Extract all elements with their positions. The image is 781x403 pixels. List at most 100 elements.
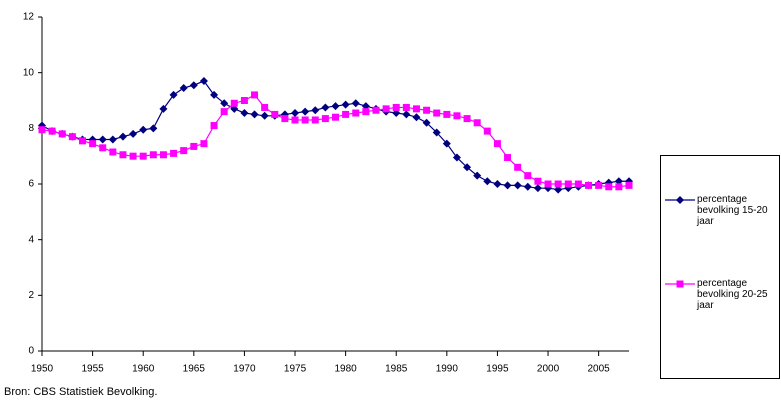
point [129, 152, 137, 160]
point [68, 133, 76, 141]
point [311, 106, 320, 115]
point [250, 110, 259, 119]
legend-item: percentage bevolking 20-25 jaar [661, 278, 779, 328]
point [109, 148, 117, 156]
source: Bron: CBS Statistiek Bevolking. [4, 386, 158, 398]
point [331, 102, 340, 111]
point [179, 83, 188, 92]
point [98, 135, 107, 144]
legend-label: percentage bevolking 15-20 jaar [697, 194, 768, 227]
point [189, 81, 198, 90]
point [321, 115, 329, 123]
point [392, 109, 401, 118]
point [149, 151, 157, 159]
point [574, 180, 582, 188]
point [159, 104, 168, 113]
point [372, 106, 380, 114]
x-tick-label: 1985 [385, 364, 408, 375]
point [473, 119, 481, 127]
point [614, 177, 623, 186]
point [412, 113, 421, 122]
point [554, 185, 563, 194]
point [118, 132, 127, 141]
point [342, 110, 350, 118]
point [58, 130, 66, 138]
point [271, 110, 279, 118]
y-tick-label: 4 [28, 234, 34, 245]
point [422, 118, 431, 127]
point [463, 115, 471, 123]
point [514, 163, 522, 171]
point [412, 105, 420, 113]
point [180, 147, 188, 155]
point [291, 109, 300, 118]
point [493, 140, 501, 148]
point [473, 171, 482, 180]
point [281, 115, 289, 123]
y-tick-label: 6 [28, 179, 34, 190]
point [119, 151, 127, 159]
point [190, 142, 198, 150]
point [453, 112, 461, 120]
point [240, 97, 248, 104]
point [251, 91, 259, 99]
legend: percentage bevolking 15-20 jaar percentag… [660, 155, 780, 379]
point [230, 104, 239, 113]
point [595, 181, 603, 189]
point [169, 90, 178, 99]
point [199, 77, 208, 86]
point [392, 103, 400, 111]
y-tick-label: 12 [23, 12, 35, 23]
point [200, 140, 208, 148]
point [159, 151, 167, 159]
x-tick-label: 2000 [537, 364, 560, 375]
x-tick-label: 2005 [588, 364, 611, 375]
point [129, 129, 138, 138]
x-tick-label: 1990 [436, 364, 459, 375]
point [483, 127, 491, 135]
point [78, 137, 86, 145]
point [605, 183, 613, 191]
x-tick-label: 1970 [233, 364, 256, 375]
point [220, 108, 228, 116]
x-tick-label: 1980 [334, 364, 357, 375]
point [261, 103, 269, 111]
point [544, 180, 552, 188]
x-tick-label: 1960 [132, 364, 155, 375]
point [108, 135, 117, 144]
point [311, 116, 319, 124]
point [48, 127, 56, 135]
point [291, 116, 299, 124]
point [534, 177, 542, 185]
point [149, 124, 158, 133]
point [463, 163, 472, 172]
y-tick-label: 0 [28, 346, 34, 357]
x-tick-label: 1965 [183, 364, 206, 375]
point [382, 105, 390, 113]
point [210, 122, 218, 130]
point [423, 106, 431, 114]
point [503, 181, 512, 190]
point [433, 109, 441, 117]
point [625, 181, 633, 189]
point [452, 153, 461, 162]
point [220, 99, 229, 108]
point [301, 107, 310, 116]
point [402, 103, 410, 111]
point [362, 108, 370, 116]
point [402, 110, 411, 119]
point [493, 180, 502, 188]
y-tick-label: 8 [28, 123, 34, 134]
point [513, 181, 522, 190]
point [361, 102, 370, 111]
legend-label: percentage bevolking 20-25 jaar [697, 278, 768, 311]
point [139, 125, 148, 134]
point [240, 109, 249, 118]
point [585, 181, 593, 189]
point [442, 139, 451, 148]
point [139, 152, 147, 160]
x-tick-label: 1995 [486, 364, 509, 375]
point [352, 109, 360, 117]
point [99, 144, 107, 152]
